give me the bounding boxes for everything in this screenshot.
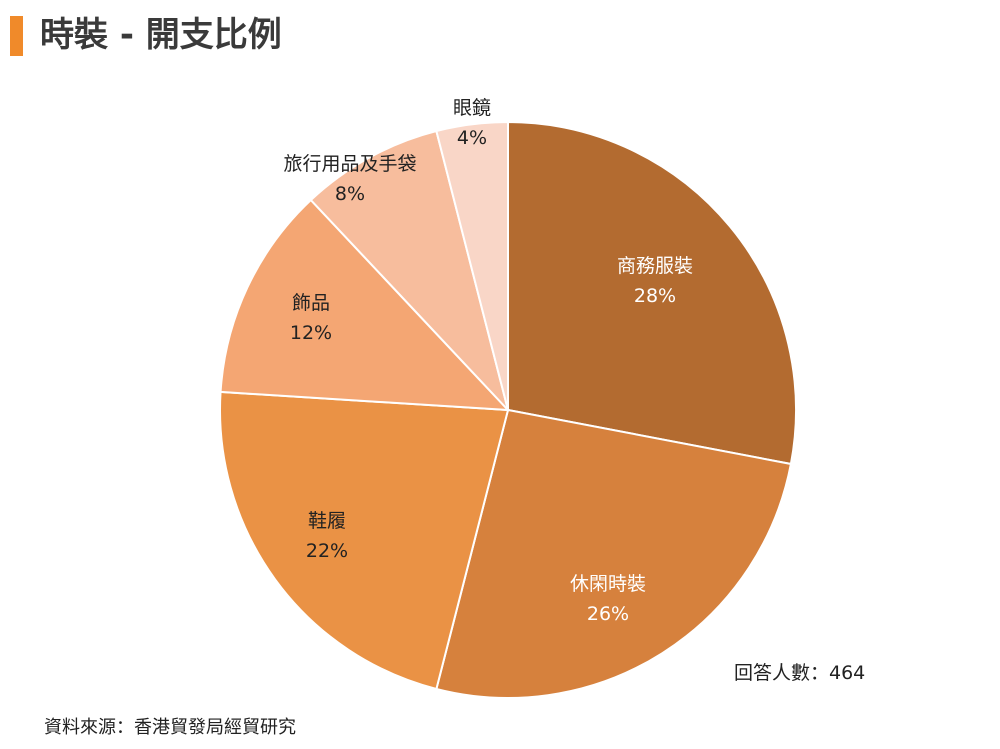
slice-value-label: 8% [335,183,365,205]
slice-category-label: 旅行用品及手袋 [283,153,416,175]
slice-value-label: 22% [306,540,348,562]
pie-slice-6 [435,120,509,411]
pie-slice-5 [309,129,509,411]
pie-slice-2 [435,408,793,699]
slice-category-label: 休閑時裝 [570,573,646,595]
slice-value-label: 26% [587,603,629,625]
slice-category-label: 商務服裝 [617,255,693,277]
respondent-count: 回答人數：464 [734,662,866,684]
page-title: 時裝 - 開支比例 [40,15,282,55]
slice-value-label: 4% [457,127,487,149]
slice-value-label: 12% [290,322,332,344]
slice-value-label: 28% [634,285,676,307]
pie-labels: 商務服裝 28% 休閑時裝 26% 鞋履 22% 飾品 12% 旅行用品及手袋 8% 眼鏡 4% [283,97,693,625]
pie-slices [219,120,797,699]
source-note: 資料來源：香港貿發局經貿研究 [44,717,296,738]
pie-slice-1 [507,120,797,466]
slice-category-label: 眼鏡 [453,97,491,119]
title-accent-bar [10,16,23,56]
pie-slice-4 [219,198,511,412]
slice-category-label: 鞋履 [308,510,346,532]
pie-slice-3 [219,390,510,691]
slice-category-label: 飾品 [292,292,330,314]
